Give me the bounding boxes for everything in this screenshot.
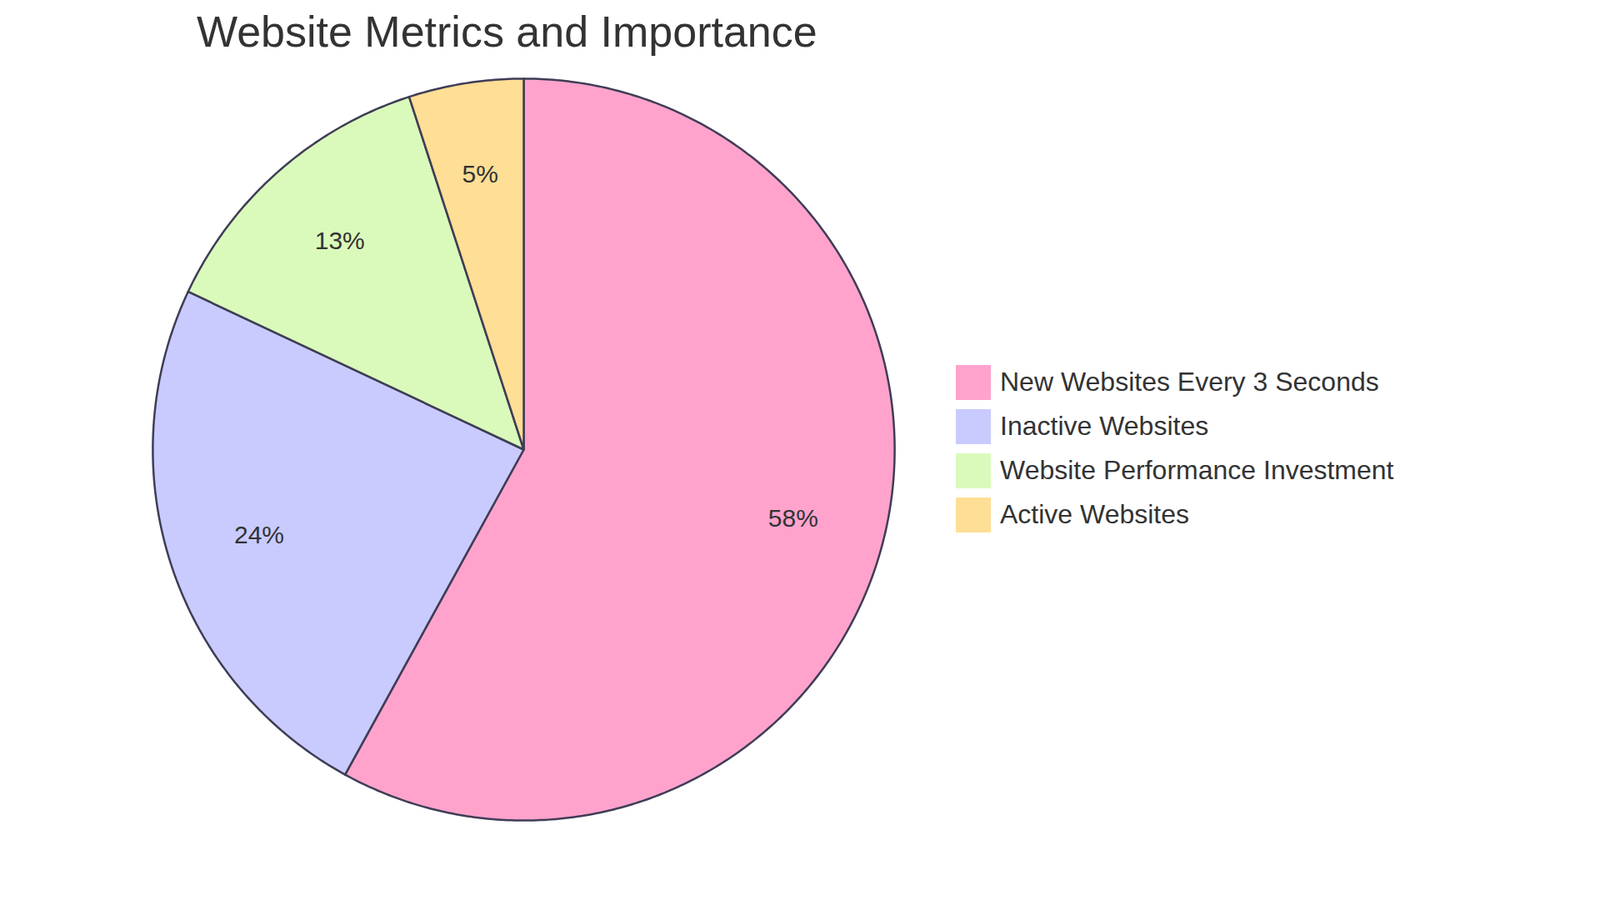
svg-text:58%: 58%: [768, 504, 819, 532]
html-text:Website Metrics and Importance: Website Metrics and Importance: [196, 7, 818, 56]
svg-text:24%: 24%: [234, 520, 285, 549]
svg-text:5%: 5%: [462, 160, 499, 188]
html-text:Website Performance Investment: Website Performance Investment: [1000, 455, 1394, 485]
html-text:Active Websites: Active Websites: [1000, 499, 1190, 530]
html-text:Inactive Websites: Inactive Websites: [1000, 410, 1209, 441]
html-text:New Websites Every 3 Seconds: New Websites Every 3 Seconds: [1000, 366, 1379, 397]
svg-text:13%: 13%: [315, 226, 365, 255]
